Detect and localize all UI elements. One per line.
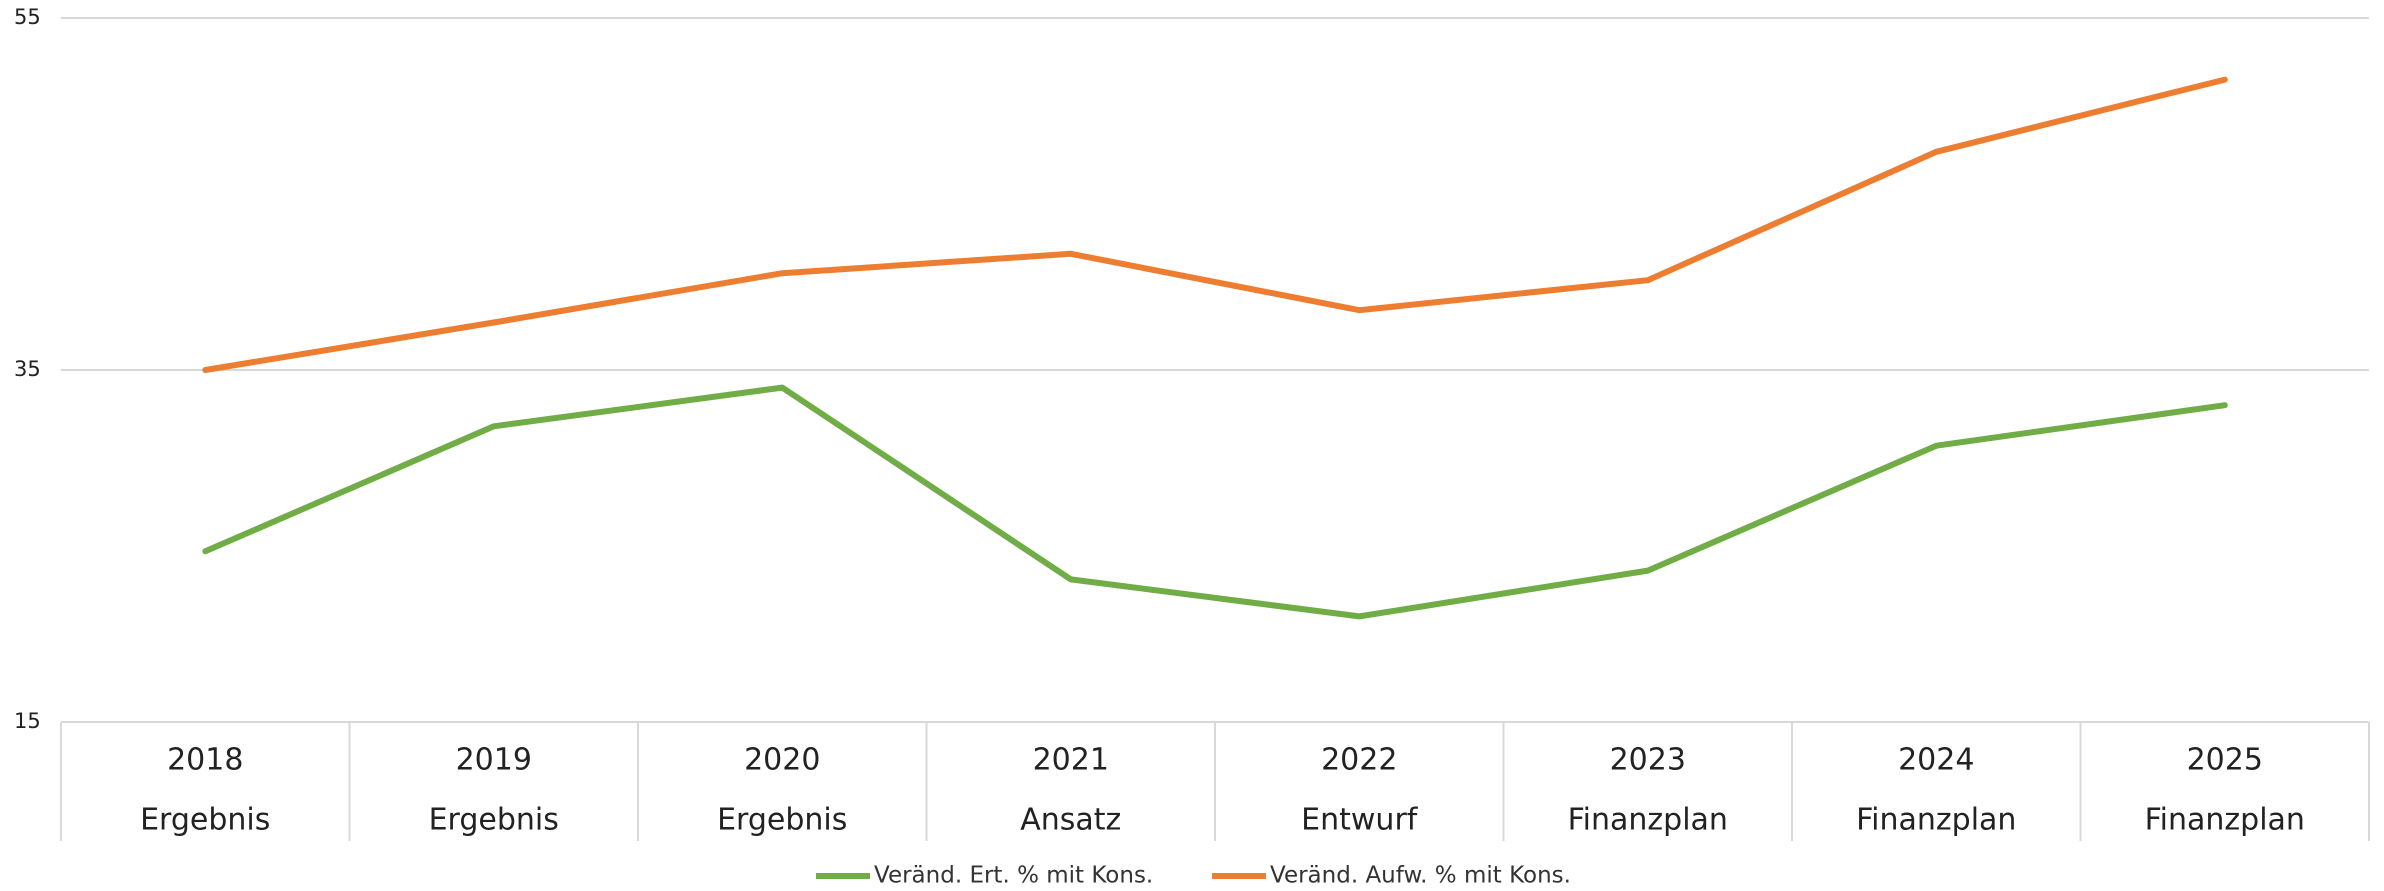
x-tick-label: 2024 bbox=[1898, 743, 1974, 778]
x-group-label: Ergebnis bbox=[717, 803, 847, 838]
x-group-label: Finanzplan bbox=[1568, 803, 1728, 838]
x-tick-label: 2020 bbox=[744, 743, 820, 778]
x-tick-label: 2022 bbox=[1321, 743, 1397, 778]
x-tick-label: 2023 bbox=[1610, 743, 1686, 778]
y-tick-label: 15 bbox=[14, 709, 41, 733]
legend-label: Veränd. Aufw. % mit Kons. bbox=[1270, 863, 1571, 889]
x-group-label: Ansatz bbox=[1020, 803, 1121, 838]
x-group-label: Finanzplan bbox=[2145, 803, 2305, 838]
legend-label: Veränd. Ert. % mit Kons. bbox=[874, 863, 1153, 889]
series-line bbox=[202, 76, 2228, 373]
x-tick-label: 2019 bbox=[456, 743, 532, 778]
x-tick-label: 2025 bbox=[2187, 743, 2263, 778]
y-tick-label: 35 bbox=[14, 357, 41, 381]
x-group-label: Entwurf bbox=[1301, 803, 1419, 838]
y-tick-label: 55 bbox=[14, 5, 41, 29]
series-line bbox=[202, 384, 2228, 620]
x-tick-label: 2018 bbox=[167, 743, 243, 778]
x-group-label: Finanzplan bbox=[1856, 803, 2016, 838]
x-group-label: Ergebnis bbox=[140, 803, 270, 838]
x-group-label: Ergebnis bbox=[429, 803, 559, 838]
x-tick-label: 2021 bbox=[1033, 743, 1109, 778]
